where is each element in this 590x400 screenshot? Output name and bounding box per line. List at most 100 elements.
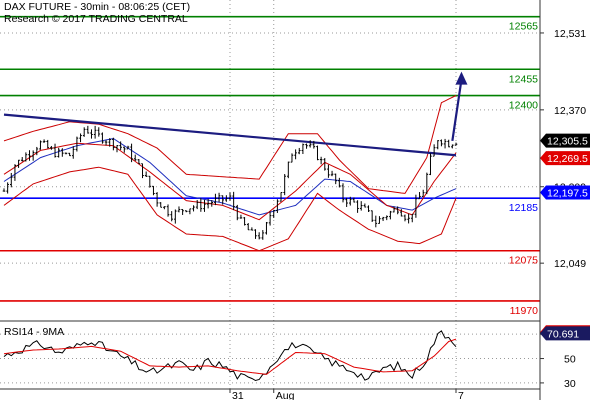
candle-43 <box>159 202 163 208</box>
forecast-arrow-head <box>455 71 468 85</box>
candle-81 <box>297 147 301 155</box>
candle-79 <box>290 153 294 163</box>
candle-59 <box>217 192 221 203</box>
candle-64 <box>235 204 239 221</box>
candle-24 <box>90 129 93 139</box>
candle-93 <box>341 183 345 203</box>
candle-25 <box>93 125 97 139</box>
candle-2 <box>9 172 13 188</box>
candle-38 <box>141 163 144 179</box>
x-tick-label-1: Aug <box>276 390 295 400</box>
candle-80 <box>294 149 297 160</box>
candle-104 <box>381 216 385 222</box>
candle-123 <box>451 144 454 149</box>
rsi-box-label-1: 70.691 <box>547 328 579 340</box>
candle-4 <box>17 159 20 168</box>
candle-109 <box>400 209 403 217</box>
candle-102 <box>374 215 378 228</box>
x-axis: 31 Aug 7 <box>0 388 540 400</box>
candle-49 <box>181 208 184 215</box>
candle-8 <box>31 150 35 161</box>
price-series-3 <box>3 166 457 252</box>
candle-40 <box>148 175 152 188</box>
candle-101 <box>370 210 374 222</box>
candle-65 <box>239 214 243 219</box>
candle-103 <box>378 216 381 224</box>
price-box-2: 12,197.5 <box>540 185 590 200</box>
candle-1 <box>6 182 9 194</box>
candle-23 <box>86 125 90 134</box>
price-series-2 <box>3 95 457 194</box>
rsi-box-bg-1 <box>540 326 590 341</box>
candle-96 <box>352 197 356 203</box>
candle-107 <box>392 206 396 213</box>
candle-42 <box>155 192 159 207</box>
candle-82 <box>301 143 305 155</box>
level-label-0: 12565 <box>509 21 538 33</box>
candle-71 <box>261 230 265 240</box>
price-series-1 <box>3 142 457 221</box>
price-panel: 12565 12455 12400 12185 12075 11970 12,531 12,… <box>0 0 590 389</box>
price-box-0: 12,305.5 <box>540 133 590 148</box>
candle-119 <box>436 140 440 150</box>
candle-118 <box>432 144 436 157</box>
price-boxes: 12,305.5 12,269.5 12,197.5 <box>540 133 590 200</box>
price-box-bg-0 <box>540 133 590 148</box>
candle-92 <box>338 177 341 188</box>
candle-116 <box>425 172 429 195</box>
candle-124 <box>454 142 458 146</box>
candle-17 <box>64 152 68 155</box>
candle-117 <box>429 153 432 176</box>
candle-75 <box>276 199 279 213</box>
candle-78 <box>287 161 290 179</box>
price-box-bg-1 <box>540 151 590 166</box>
candle-22 <box>82 127 86 137</box>
price-tick-label-0: 12,531 <box>554 28 586 40</box>
candle-21 <box>79 133 82 143</box>
candle-73 <box>268 211 272 226</box>
level-labels: 12565 12455 12400 12185 12075 11970 <box>509 21 538 317</box>
candle-12 <box>46 139 50 149</box>
candle-6 <box>24 152 28 162</box>
candle-121 <box>443 138 447 149</box>
candle-69 <box>254 229 257 239</box>
candle-66 <box>243 217 246 226</box>
rsi-series-0 <box>3 330 457 382</box>
rsi-tick-label-1: 50 <box>564 354 576 366</box>
candlesticks <box>2 125 458 240</box>
candle-95 <box>348 196 352 206</box>
candle-122 <box>447 139 451 148</box>
price-grid <box>0 0 540 389</box>
candle-58 <box>214 193 217 206</box>
candle-41 <box>152 185 155 196</box>
price-tick-label-3: 12,049 <box>554 258 586 270</box>
rsi-title: RSI14 - 9MA <box>4 326 64 338</box>
rsi-boxes: 71.553370.691 <box>540 325 590 341</box>
chart-title: DAX FUTURE - 30min - 08:06:25 (CET) <box>4 1 190 13</box>
candle-84 <box>308 140 312 148</box>
candle-94 <box>345 197 348 207</box>
candle-34 <box>126 145 130 150</box>
candle-70 <box>257 232 261 240</box>
candle-112 <box>410 213 414 223</box>
rsi-box-1: 70.691 <box>540 326 590 341</box>
candle-30 <box>112 137 115 151</box>
candle-52 <box>192 205 195 212</box>
candle-106 <box>389 210 392 220</box>
candle-61 <box>225 195 228 202</box>
candle-31 <box>115 145 119 153</box>
candle-74 <box>272 209 276 218</box>
candle-18 <box>68 152 71 157</box>
candle-57 <box>210 200 214 207</box>
candle-7 <box>28 150 31 161</box>
candle-91 <box>334 173 338 185</box>
candle-37 <box>137 159 141 165</box>
candle-83 <box>305 143 308 149</box>
candle-67 <box>246 223 250 231</box>
candle-33 <box>122 146 126 153</box>
rsi-series <box>3 330 457 382</box>
candle-11 <box>42 139 46 143</box>
candle-47 <box>174 209 177 224</box>
price-box-bg-2 <box>540 185 590 200</box>
